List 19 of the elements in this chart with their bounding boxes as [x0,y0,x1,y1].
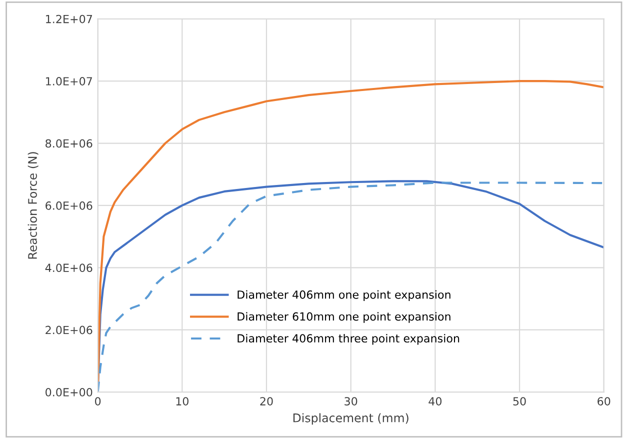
y-tick-label: 1.2E+07 [46,14,92,24]
legend-label: Diameter 406mm one point expansion [238,290,450,301]
x-tick-label: 40 [428,397,442,406]
x-tick-label: 30 [344,397,358,406]
y-tick-label: 1.0E+07 [46,77,92,86]
y-tick-label: 2.0E+06 [46,326,92,334]
x-tick-label: 0 [95,397,101,406]
x-tick-label: 10 [176,397,188,406]
x-tick-label: 20 [260,397,273,406]
y-tick-label: 6.0E+06 [46,201,92,210]
legend-label: Diameter 406mm three point expansion [238,334,460,345]
y-tick-label: 8.0E+06 [46,139,92,148]
y-axis-title: Reaction Force (N) [28,152,38,259]
legend-label: Diameter 610mm one point expansion [238,312,450,323]
x-axis-title: Displacement (mm) [293,413,408,425]
x-tick-label: 50 [513,397,526,406]
y-tick-label: 0.0E+00 [46,388,92,396]
x-tick-label: 60 [598,397,610,406]
y-tick-label: 4.0E+06 [45,264,92,272]
